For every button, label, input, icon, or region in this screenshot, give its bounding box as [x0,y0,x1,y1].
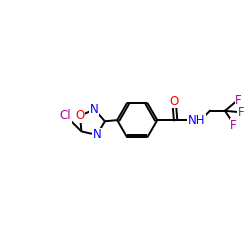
Text: O: O [170,94,179,108]
Text: F: F [230,119,237,132]
Text: NH: NH [188,114,205,126]
Text: N: N [90,103,99,116]
Text: N: N [92,128,101,141]
Text: F: F [238,106,244,118]
Text: Cl: Cl [60,109,71,122]
Text: F: F [235,94,242,107]
Text: O: O [75,109,85,122]
